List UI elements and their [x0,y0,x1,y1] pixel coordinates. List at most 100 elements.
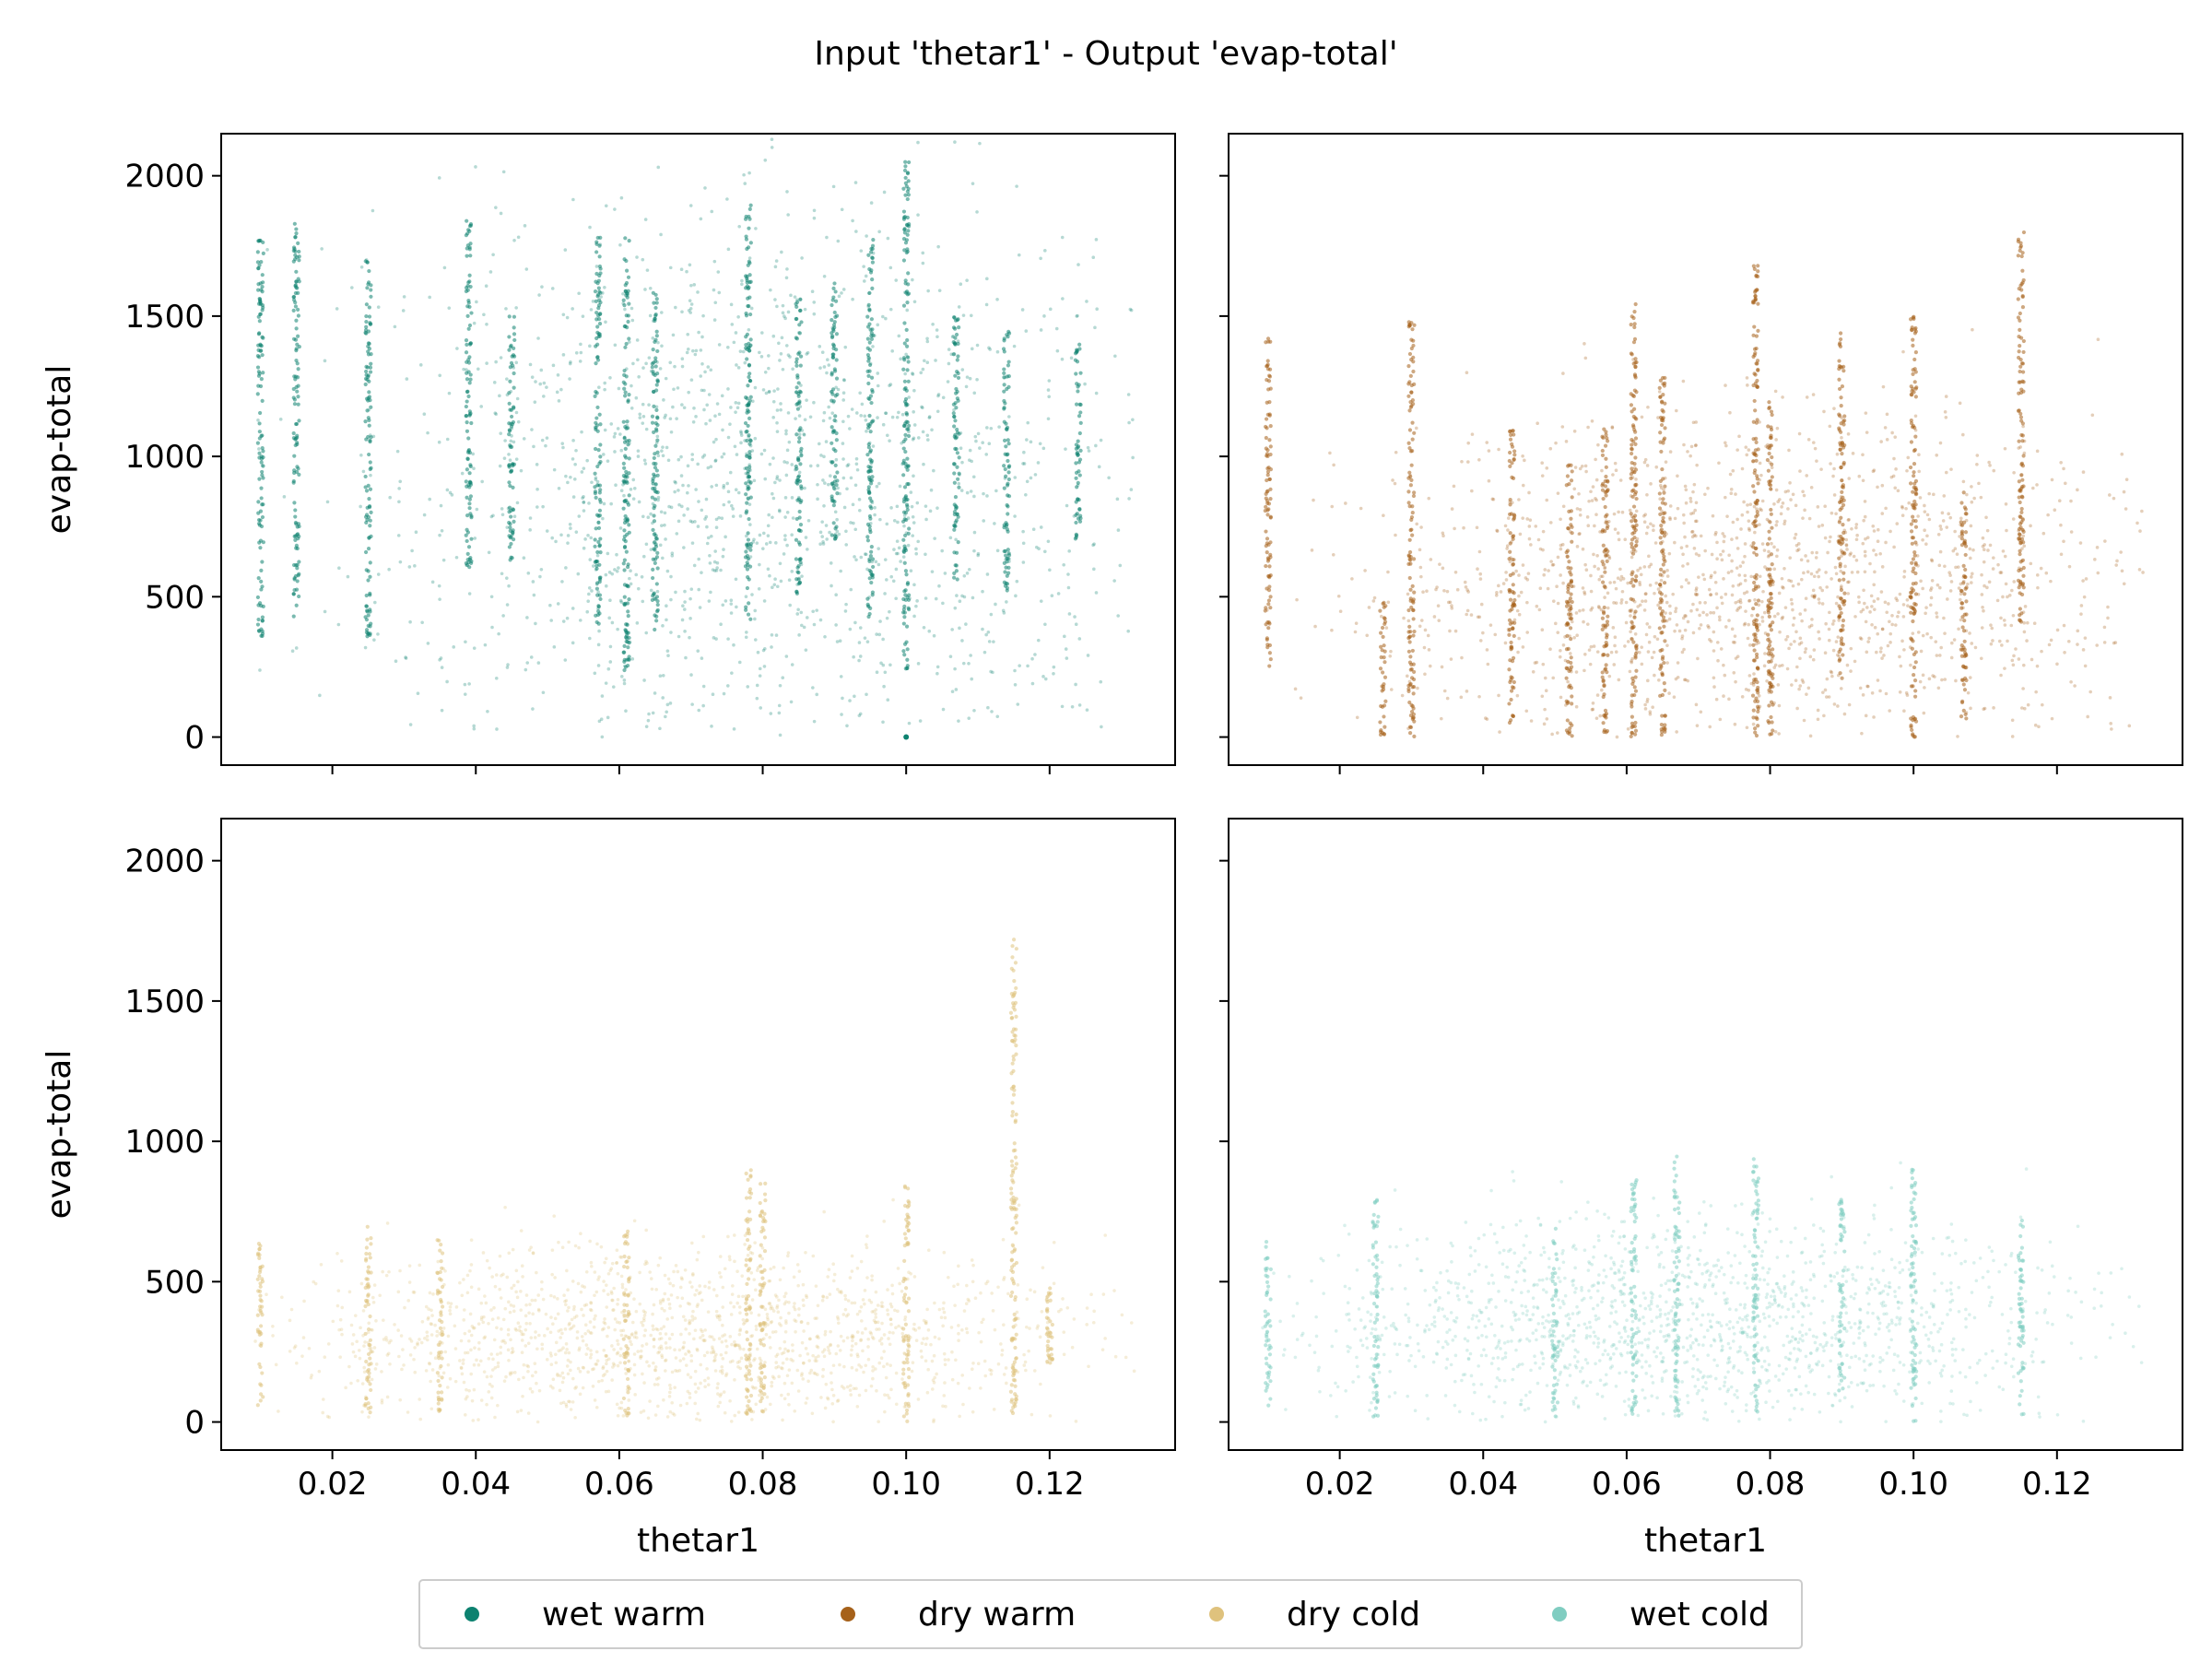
scatter-point [1419,575,1423,579]
scatter-point [588,558,592,561]
scatter-point [1383,676,1387,679]
scatter-point [871,419,875,422]
scatter-point [2115,560,2119,563]
scatter-point [834,593,838,596]
scatter-point [1460,656,1464,660]
scatter-point [257,332,261,336]
scatter-point [729,406,733,409]
scatter-point [937,393,941,396]
scatter-point [476,508,479,512]
scatter-point [1613,513,1617,516]
scatter-point [1792,584,1795,588]
scatter-point [891,416,895,419]
scatter-point [1832,649,1836,653]
scatter-point [926,438,930,442]
scatter-point [1948,516,1952,520]
scatter-point [954,507,958,511]
scatter-point [931,323,935,326]
scatter-point [1539,548,1543,551]
scatter-point [725,482,729,486]
scatter-point [2059,461,2063,465]
scatter-point [1412,735,1416,738]
scatter-point [1517,498,1521,501]
scatter-point [1412,557,1416,560]
scatter-point [803,487,806,490]
scatter-point [798,510,802,513]
scatter-point [1690,445,1694,449]
scatter-point [1268,453,1272,456]
scatter-point [902,545,906,548]
scatter-point [1578,532,1582,536]
scatter-point [507,348,511,352]
scatter-point [1744,445,1747,449]
scatter-point [805,648,808,652]
scatter-point [1717,461,1721,465]
scatter-point [1643,703,1647,707]
scatter-point [598,322,602,325]
scatter-point [683,406,687,409]
scatter-point [1408,428,1412,431]
scatter-point [1126,630,1130,633]
scatter-point [670,506,674,510]
scatter-point [754,437,758,441]
scatter-point [1039,442,1042,445]
scatter-point [813,623,817,627]
scatter-point [1642,514,1646,518]
scatter-point [582,314,585,318]
scatter-point [959,599,962,603]
scatter-point [1946,597,1949,601]
scatter-point [623,394,627,397]
scatter-point [1902,603,1906,607]
scatter-point [1936,584,1940,587]
scatter-point [804,308,807,312]
scatter-point [258,668,262,672]
scatter-point [803,433,806,437]
scatter-point [768,390,771,394]
scatter-point [1066,572,1070,576]
scatter-point [1985,586,1989,590]
scatter-point [2011,735,2015,738]
scatter-point [1617,511,1620,514]
scatter-point [1938,654,1942,657]
scatter-point [835,491,839,495]
scatter-point [560,442,564,445]
scatter-point [975,378,979,382]
scatter-point [618,89,622,93]
scatter-point [1692,420,1696,424]
scatter-point [1716,659,1720,663]
scatter-point [1611,425,1615,429]
scatter-point [1851,571,1854,574]
scatter-point [730,598,734,602]
scatter-point [1706,487,1710,490]
scatter-point [759,674,762,678]
scatter-point [903,227,907,230]
scatter-point [605,204,608,207]
scatter-point [717,516,721,520]
scatter-point [295,646,299,650]
scatter-point [710,485,713,489]
scatter-point [952,415,956,419]
scatter-point [465,254,468,258]
scatter-point [1923,712,1926,715]
scatter-point [687,391,690,395]
scatter-point [423,412,427,416]
scatter-point [807,519,811,523]
scatter-point [767,524,771,527]
scatter-point [1734,634,1737,638]
scatter-point [1644,592,1648,596]
scatter-point [366,578,370,582]
scatter-point [1579,513,1583,517]
scatter-point [1813,574,1817,578]
scatter-point [594,390,597,394]
scatter-point [1640,645,1643,649]
scatter-point [722,548,725,551]
scatter-point [1582,608,1585,612]
scatter-point [954,406,958,409]
scatter-point [1411,402,1415,406]
scatter-point [466,552,470,556]
scatter-point [367,269,371,273]
scatter-point [585,610,589,614]
scatter-point [1824,689,1828,692]
scatter-point [571,642,575,645]
scatter-point [1665,569,1669,572]
